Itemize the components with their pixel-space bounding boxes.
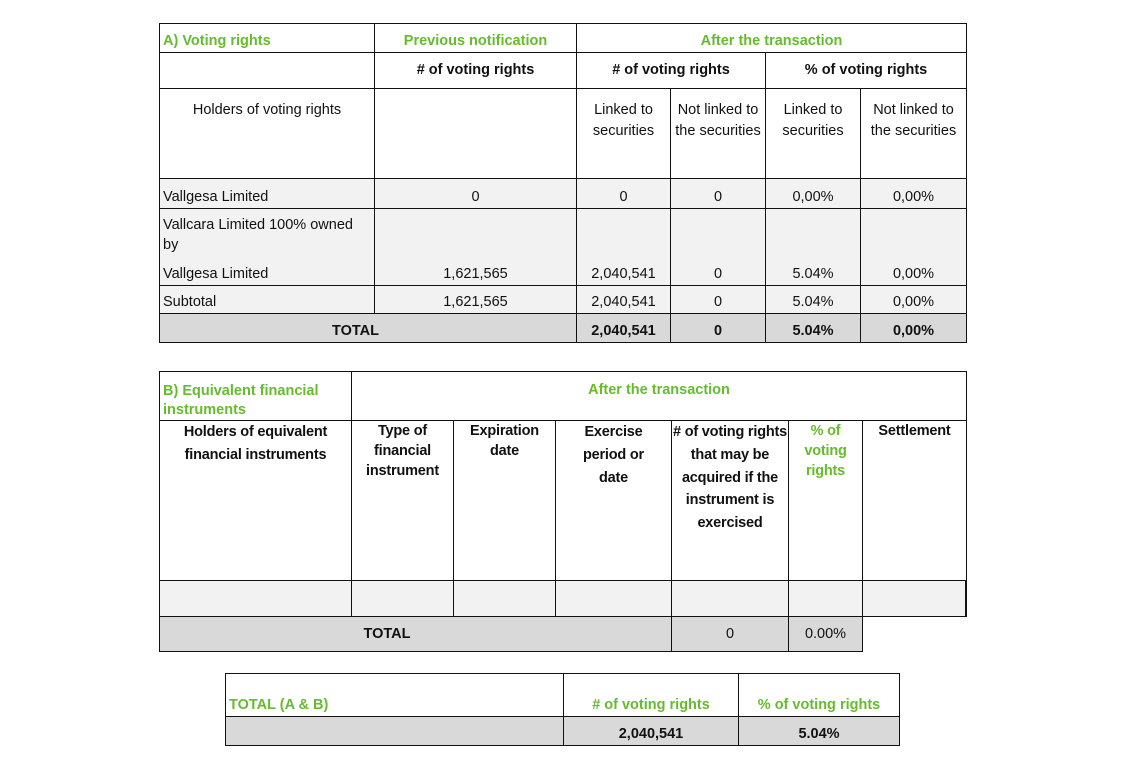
not-linked-value: 0	[670, 208, 766, 286]
pct-voting-rights-value: 5.04%	[738, 716, 900, 746]
not-linked-value: 0	[670, 285, 766, 314]
num-voting-rights-value: 2,040,541	[563, 716, 739, 746]
previous-value: 1,621,565	[374, 285, 577, 314]
holder-name: Vallcara Limited 100% owned by Vallgesa …	[159, 208, 375, 286]
previous-voting-rights-header: # of voting rights	[374, 52, 577, 89]
table-a-title: A) Voting rights	[159, 23, 375, 53]
pct-voting-rights-header: % of voting rights	[738, 673, 900, 717]
pct-header: % of voting rights	[788, 420, 863, 581]
total-label: TOTAL	[159, 313, 577, 343]
total-pct-not-linked: 0,00%	[860, 313, 967, 343]
after-transaction-header: After the transaction	[351, 371, 967, 421]
holders-header: Holders of voting rights	[159, 88, 375, 179]
empty-cell	[351, 580, 454, 617]
holder-name-line2: Vallgesa Limited	[163, 266, 269, 282]
table-b-title: B) Equivalent financial instruments	[159, 371, 352, 421]
holder-name: Vallgesa Limited	[159, 178, 375, 209]
empty-cell	[862, 580, 967, 617]
linked-value: 2,040,541	[576, 285, 671, 314]
pct-linked-header: Linked to securities	[765, 88, 861, 179]
empty-cell	[788, 580, 863, 617]
pct-not-linked-header: Not linked to the securities	[860, 88, 967, 179]
type-header: Type of financial instrument	[351, 420, 454, 581]
previous-value: 1,621,565	[374, 208, 577, 286]
total-label: TOTAL	[159, 616, 672, 652]
linked-value: 0	[576, 178, 671, 209]
pct-linked-value: 0,00%	[765, 178, 861, 209]
num-voting-rights-header: # of voting rights	[563, 673, 739, 717]
total-voting-rights: 0	[671, 616, 789, 652]
empty-cell	[671, 580, 789, 617]
pct-not-linked-value: 0,00%	[860, 208, 967, 286]
after-voting-rights-header: # of voting rights	[576, 52, 766, 89]
expiration-header: Expiration date	[453, 420, 556, 581]
total-not-linked: 0	[670, 313, 766, 343]
after-pct-voting-rights-header: % of voting rights	[765, 52, 967, 89]
table-c-title: TOTAL (A & B)	[225, 673, 564, 717]
empty-cell	[159, 580, 352, 617]
empty-header-cell	[159, 52, 375, 89]
pct-linked-value: 5.04%	[765, 208, 861, 286]
previous-value: 0	[374, 178, 577, 209]
not-linked-value: 0	[670, 178, 766, 209]
after-transaction-header: After the transaction	[576, 23, 967, 53]
settlement-header: Settlement	[862, 420, 967, 581]
not-linked-header: Not linked to the securities	[670, 88, 766, 179]
empty-header-cell	[374, 88, 577, 179]
previous-notification-header: Previous notification	[374, 23, 577, 53]
subtotal-label: Subtotal	[159, 285, 375, 314]
voting-rights-header: # of voting rights that may be acquired …	[671, 420, 789, 581]
exercise-header: Exercise period or date	[555, 420, 672, 581]
linked-value: 2,040,541	[576, 208, 671, 286]
holder-name-line1: Vallcara Limited 100% owned by	[163, 217, 353, 253]
empty-cell	[453, 580, 556, 617]
pct-linked-value: 5.04%	[765, 285, 861, 314]
pct-not-linked-value: 0,00%	[860, 178, 967, 209]
total-pct-linked: 5.04%	[765, 313, 861, 343]
pct-not-linked-value: 0,00%	[860, 285, 967, 314]
holders-header: Holders of equivalent financial instrume…	[159, 420, 352, 581]
linked-header: Linked to securities	[576, 88, 671, 179]
empty-cell	[225, 716, 564, 746]
total-linked: 2,040,541	[576, 313, 671, 343]
total-pct: 0.00%	[788, 616, 863, 652]
empty-cell	[555, 580, 672, 617]
